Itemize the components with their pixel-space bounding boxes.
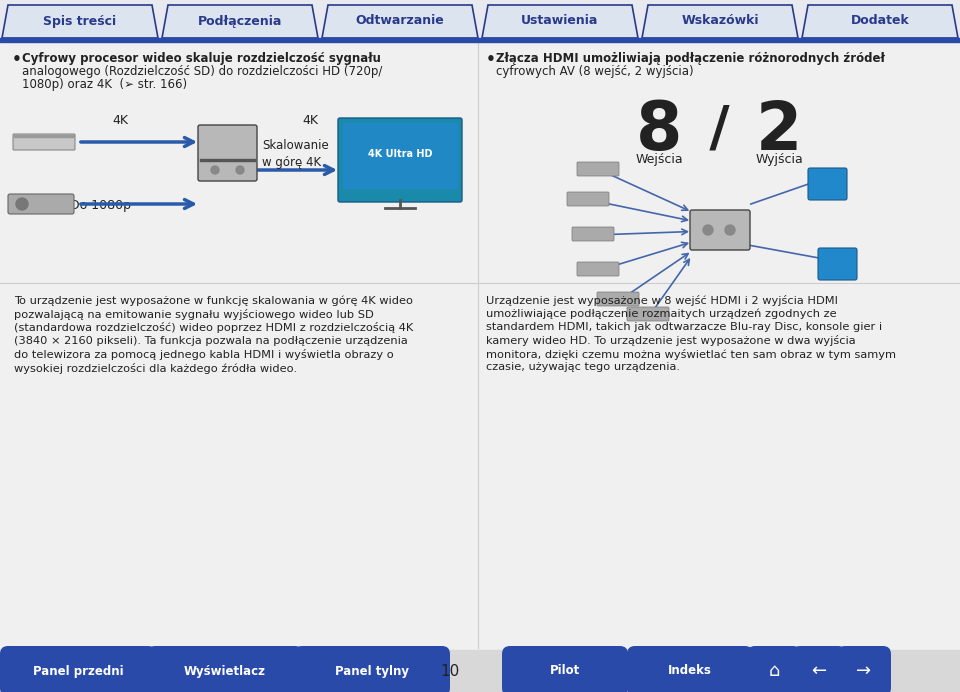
Polygon shape <box>802 5 958 38</box>
Text: Podłączenia: Podłączenia <box>198 15 282 28</box>
FancyBboxPatch shape <box>572 227 614 241</box>
FancyBboxPatch shape <box>147 646 303 692</box>
Text: cyfrowych AV (8 wejść, 2 wyjścia): cyfrowych AV (8 wejść, 2 wyjścia) <box>496 65 694 78</box>
Text: Wskazówki: Wskazówki <box>682 15 758 28</box>
Text: To urządzenie jest wyposażone w funkcję skalowania w górę 4K wideo: To urządzenie jest wyposażone w funkcję … <box>14 295 413 305</box>
Text: Panel przedni: Panel przedni <box>33 664 123 677</box>
Text: Urządzenie jest wyposażone w 8 wejść HDMI i 2 wyjścia HDMI: Urządzenie jest wyposażone w 8 wejść HDM… <box>486 295 838 306</box>
Text: Odtwarzanie: Odtwarzanie <box>355 15 444 28</box>
FancyBboxPatch shape <box>597 292 639 306</box>
Text: 4K: 4K <box>112 114 128 127</box>
Text: Złącza HDMI umożliwiają podłączenie różnorodnych źródeł: Złącza HDMI umożliwiają podłączenie różn… <box>496 52 885 65</box>
FancyBboxPatch shape <box>747 646 801 692</box>
Text: 2: 2 <box>756 98 803 164</box>
Text: ⌂: ⌂ <box>768 662 780 680</box>
Text: ←: ← <box>811 662 827 680</box>
Text: Spis treści: Spis treści <box>43 15 116 28</box>
FancyBboxPatch shape <box>338 118 462 202</box>
Text: •: • <box>12 52 22 67</box>
Circle shape <box>16 198 28 210</box>
Text: Skalowanie
w górę 4K: Skalowanie w górę 4K <box>262 139 328 169</box>
FancyBboxPatch shape <box>690 210 750 250</box>
FancyBboxPatch shape <box>567 192 609 206</box>
Polygon shape <box>162 5 318 38</box>
Text: Dodatek: Dodatek <box>851 15 909 28</box>
FancyBboxPatch shape <box>502 646 628 692</box>
Text: (3840 × 2160 pikseli). Ta funkcja pozwala na podłączenie urządzenia: (3840 × 2160 pikseli). Ta funkcja pozwal… <box>14 336 408 345</box>
FancyBboxPatch shape <box>198 125 257 181</box>
Text: (standardowa rozdzielczość) wideo poprzez HDMI z rozdzielczością 4K: (standardowa rozdzielczość) wideo poprze… <box>14 322 413 333</box>
Polygon shape <box>642 5 798 38</box>
FancyBboxPatch shape <box>818 248 857 280</box>
FancyBboxPatch shape <box>627 307 669 321</box>
Polygon shape <box>2 5 158 38</box>
Text: Panel tylny: Panel tylny <box>335 664 409 677</box>
Text: 10: 10 <box>441 664 460 678</box>
Text: wysokiej rozdzielczości dla każdego źródła wideo.: wysokiej rozdzielczości dla każdego źród… <box>14 363 297 374</box>
FancyBboxPatch shape <box>577 262 619 276</box>
Text: Wejścia: Wejścia <box>636 153 683 166</box>
FancyBboxPatch shape <box>0 646 156 692</box>
Text: 4K: 4K <box>302 114 318 127</box>
Text: →: → <box>856 662 872 680</box>
Text: 4K Ultra HD: 4K Ultra HD <box>368 149 432 159</box>
Text: Pilot: Pilot <box>550 664 580 677</box>
Circle shape <box>725 225 735 235</box>
FancyBboxPatch shape <box>808 168 847 200</box>
Text: •: • <box>486 52 496 67</box>
Text: 8: 8 <box>636 98 683 164</box>
Text: Do 1080p: Do 1080p <box>69 199 131 212</box>
Text: czasie, używając tego urządzenia.: czasie, używając tego urządzenia. <box>486 363 680 372</box>
FancyBboxPatch shape <box>792 646 846 692</box>
FancyBboxPatch shape <box>13 134 75 150</box>
Text: 1080p) oraz 4K  (➢ str. 166): 1080p) oraz 4K (➢ str. 166) <box>22 78 187 91</box>
Text: kamery wideo HD. To urządzenie jest wyposażone w dwa wyjścia: kamery wideo HD. To urządzenie jest wypo… <box>486 336 855 347</box>
FancyBboxPatch shape <box>294 646 450 692</box>
Text: Cyfrowy procesor wideo skaluje rozdzielczość sygnału: Cyfrowy procesor wideo skaluje rozdzielc… <box>22 52 381 65</box>
Circle shape <box>236 166 244 174</box>
Polygon shape <box>322 5 478 38</box>
Text: monitora, dzięki czemu można wyświetlać ten sam obraz w tym samym: monitora, dzięki czemu można wyświetlać … <box>486 349 896 360</box>
Polygon shape <box>482 5 638 38</box>
Text: /: / <box>689 102 749 156</box>
Circle shape <box>703 225 713 235</box>
FancyBboxPatch shape <box>577 162 619 176</box>
Circle shape <box>211 166 219 174</box>
Text: standardem HDMI, takich jak odtwarzacze Blu-ray Disc, konsole gier i: standardem HDMI, takich jak odtwarzacze … <box>486 322 882 332</box>
FancyBboxPatch shape <box>837 646 891 692</box>
FancyBboxPatch shape <box>627 646 753 692</box>
Text: do telewizora za pomocą jednego kabla HDMI i wyświetla obrazy o: do telewizora za pomocą jednego kabla HD… <box>14 349 394 360</box>
FancyBboxPatch shape <box>8 194 74 214</box>
Text: Ustawienia: Ustawienia <box>521 15 599 28</box>
Text: analogowego (Rozdzielczość SD) do rozdzielczości HD (720p/: analogowego (Rozdzielczość SD) do rozdzi… <box>22 65 382 78</box>
Text: umożliwiające podłączenie rozmaitych urządzeń zgodnych ze: umożliwiające podłączenie rozmaitych urz… <box>486 309 836 319</box>
Text: Indeks: Indeks <box>668 664 712 677</box>
Text: Wyświetlacz: Wyświetlacz <box>184 664 266 677</box>
Text: pozwalającą na emitowanie sygnału wyjściowego wideo lub SD: pozwalającą na emitowanie sygnału wyjści… <box>14 309 373 320</box>
Text: Wyjścia: Wyjścia <box>756 153 803 166</box>
